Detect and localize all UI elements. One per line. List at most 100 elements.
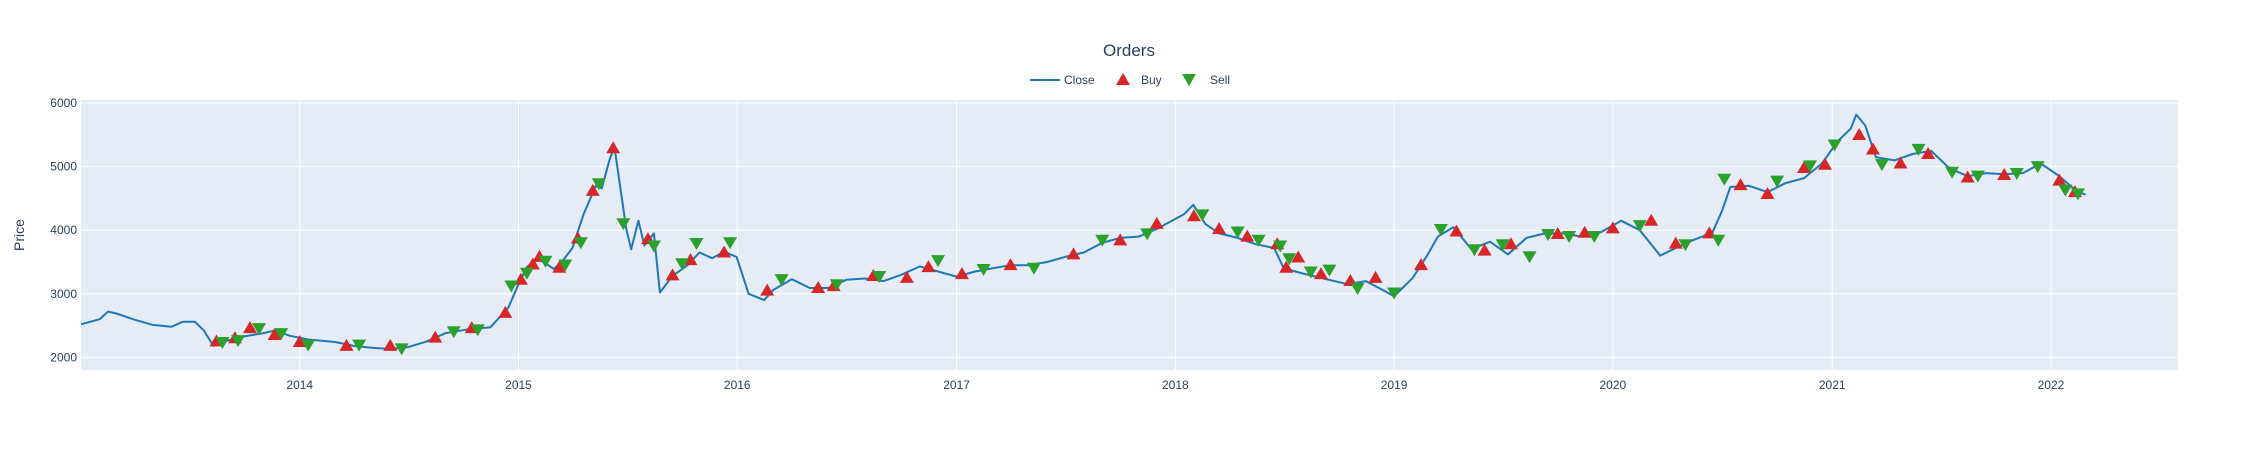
buy-marker[interactable] bbox=[1368, 270, 1383, 283]
sell-marker[interactable] bbox=[1827, 139, 1842, 152]
buy-marker[interactable] bbox=[811, 281, 826, 294]
buy-marker[interactable] bbox=[1550, 227, 1565, 240]
buy-marker[interactable] bbox=[1149, 216, 1164, 229]
sell-marker[interactable] bbox=[774, 274, 789, 287]
buy-marker[interactable] bbox=[1733, 178, 1748, 191]
buy-marker[interactable] bbox=[1960, 170, 1975, 183]
sell-marker[interactable] bbox=[573, 237, 588, 250]
buy-marker[interactable] bbox=[954, 267, 969, 280]
buy-marker[interactable] bbox=[383, 338, 398, 351]
buy-marker[interactable] bbox=[267, 328, 282, 341]
sell-marker[interactable] bbox=[2058, 184, 2073, 197]
sell-marker[interactable] bbox=[1322, 264, 1337, 277]
buy-marker[interactable] bbox=[899, 270, 914, 283]
buy-marker[interactable] bbox=[1818, 157, 1833, 170]
sell-marker[interactable] bbox=[689, 237, 704, 250]
legend-item-close[interactable]: Close bbox=[1030, 73, 1095, 87]
sell-marker[interactable] bbox=[1945, 166, 1960, 179]
buy-marker[interactable] bbox=[683, 253, 698, 266]
sell-marker[interactable] bbox=[1251, 234, 1266, 247]
sell-marker[interactable] bbox=[394, 343, 409, 356]
buy-marker[interactable] bbox=[1797, 160, 1812, 173]
sell-marker[interactable] bbox=[1095, 234, 1110, 247]
legend-item-sell[interactable]: Sell bbox=[1182, 73, 1230, 87]
buy-marker[interactable] bbox=[1760, 187, 1775, 200]
sell-marker[interactable] bbox=[1911, 143, 1926, 156]
sell-marker[interactable] bbox=[1495, 239, 1510, 252]
sell-marker[interactable] bbox=[646, 240, 661, 253]
buy-marker[interactable] bbox=[665, 268, 680, 281]
sell-marker[interactable] bbox=[1273, 240, 1288, 253]
sell-marker[interactable] bbox=[231, 335, 246, 348]
sell-marker[interactable] bbox=[1350, 283, 1365, 296]
buy-marker[interactable] bbox=[498, 305, 513, 318]
sell-marker[interactable] bbox=[1874, 159, 1889, 172]
sell-marker[interactable] bbox=[1433, 223, 1448, 236]
sell-marker[interactable] bbox=[1562, 230, 1577, 243]
sell-marker[interactable] bbox=[1140, 228, 1155, 241]
sell-marker[interactable] bbox=[1717, 173, 1732, 186]
buy-marker[interactable] bbox=[428, 330, 443, 343]
buy-marker[interactable] bbox=[921, 260, 936, 273]
sell-marker[interactable] bbox=[591, 178, 606, 191]
buy-marker[interactable] bbox=[339, 338, 354, 351]
buy-marker[interactable] bbox=[1605, 221, 1620, 234]
sell-marker[interactable] bbox=[1541, 229, 1556, 242]
buy-marker[interactable] bbox=[1291, 250, 1306, 263]
sell-marker[interactable] bbox=[215, 337, 230, 350]
sell-marker[interactable] bbox=[1970, 170, 1985, 183]
sell-marker[interactable] bbox=[1026, 262, 1041, 275]
sell-marker[interactable] bbox=[1282, 253, 1297, 266]
sell-marker[interactable] bbox=[251, 323, 266, 336]
buy-marker[interactable] bbox=[606, 141, 621, 154]
buy-marker[interactable] bbox=[2052, 173, 2067, 186]
buy-marker[interactable] bbox=[1186, 209, 1201, 222]
buy-marker[interactable] bbox=[552, 260, 567, 273]
buy-marker[interactable] bbox=[1212, 221, 1227, 234]
sell-marker[interactable] bbox=[616, 218, 631, 231]
sell-marker[interactable] bbox=[1522, 251, 1537, 264]
sell-marker[interactable] bbox=[558, 259, 573, 272]
buy-marker[interactable] bbox=[1921, 147, 1936, 159]
sell-marker[interactable] bbox=[1387, 287, 1402, 300]
sell-marker[interactable] bbox=[274, 328, 289, 341]
buy-marker[interactable] bbox=[585, 183, 600, 196]
sell-marker[interactable] bbox=[1770, 175, 1785, 188]
sell-marker[interactable] bbox=[2009, 168, 2024, 181]
sell-marker[interactable] bbox=[1587, 230, 1602, 243]
buy-marker[interactable] bbox=[292, 335, 307, 348]
sell-marker[interactable] bbox=[301, 339, 316, 352]
buy-marker[interactable] bbox=[1066, 247, 1081, 260]
sell-marker[interactable] bbox=[504, 280, 519, 293]
buy-marker[interactable] bbox=[1644, 213, 1659, 226]
sell-marker[interactable] bbox=[1632, 220, 1647, 233]
sell-marker[interactable] bbox=[519, 267, 534, 280]
sell-marker[interactable] bbox=[1467, 244, 1482, 257]
buy-marker[interactable] bbox=[525, 257, 540, 270]
sell-marker[interactable] bbox=[931, 255, 946, 268]
sell-marker[interactable] bbox=[872, 270, 887, 283]
buy-marker[interactable] bbox=[1477, 243, 1492, 256]
buy-marker[interactable] bbox=[1240, 229, 1255, 242]
sell-marker[interactable] bbox=[538, 255, 553, 268]
sell-marker[interactable] bbox=[2070, 188, 2085, 201]
sell-marker[interactable] bbox=[2030, 161, 2045, 174]
sell-marker[interactable] bbox=[723, 237, 738, 250]
buy-marker[interactable] bbox=[717, 245, 732, 258]
buy-marker[interactable] bbox=[243, 321, 258, 334]
sell-marker[interactable] bbox=[1195, 209, 1210, 222]
buy-marker[interactable] bbox=[1865, 142, 1880, 155]
buy-marker[interactable] bbox=[760, 283, 775, 296]
buy-marker[interactable] bbox=[1997, 167, 2012, 180]
sell-marker[interactable] bbox=[675, 258, 690, 271]
buy-marker[interactable] bbox=[1313, 267, 1328, 280]
buy-marker[interactable] bbox=[1852, 127, 1867, 140]
buy-marker[interactable] bbox=[1113, 233, 1128, 246]
sell-marker[interactable] bbox=[470, 324, 485, 337]
sell-marker[interactable] bbox=[1303, 266, 1318, 279]
buy-marker[interactable] bbox=[1503, 237, 1518, 250]
sell-marker[interactable] bbox=[352, 339, 367, 352]
sell-marker[interactable] bbox=[1711, 234, 1726, 247]
buy-marker[interactable] bbox=[1414, 258, 1429, 271]
buy-marker[interactable] bbox=[1668, 236, 1683, 249]
